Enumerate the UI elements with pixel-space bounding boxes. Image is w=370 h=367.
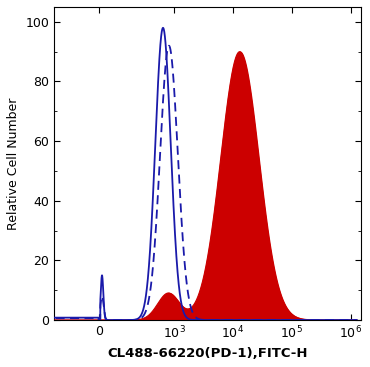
Y-axis label: Relative Cell Number: Relative Cell Number xyxy=(7,97,20,230)
X-axis label: CL488-66220(PD-1),FITC-H: CL488-66220(PD-1),FITC-H xyxy=(108,347,308,360)
